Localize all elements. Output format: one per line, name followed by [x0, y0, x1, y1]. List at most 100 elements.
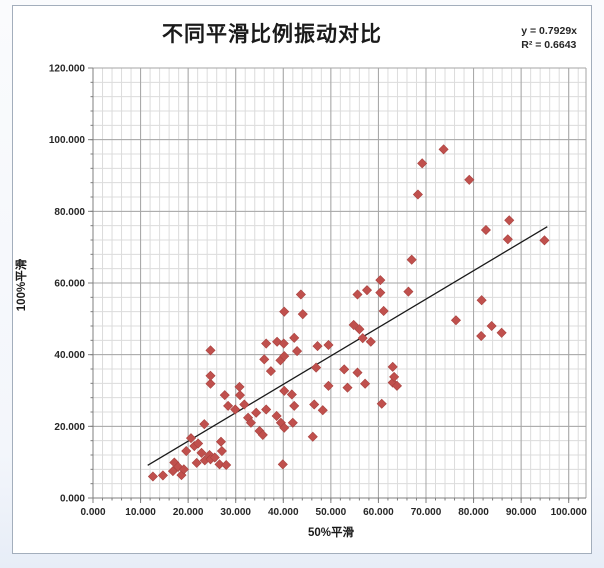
data-point [199, 419, 210, 430]
data-point [295, 289, 306, 300]
data-point [292, 346, 303, 357]
x-tick-label: 20.000 [173, 507, 204, 518]
data-point [185, 433, 197, 444]
data-point [279, 385, 290, 396]
y-tick-label: 40.000 [54, 350, 85, 361]
data-point [223, 400, 234, 411]
data-point [147, 471, 158, 482]
data-point [216, 446, 227, 457]
trendline-equation: y = 0.7929x R² = 0.6643 [521, 24, 577, 52]
data-point [230, 404, 241, 415]
data-point [272, 336, 283, 347]
data-point [352, 367, 363, 378]
data-point [357, 333, 368, 344]
data-point [378, 305, 389, 316]
data-point [205, 378, 216, 389]
data-point [450, 315, 461, 326]
data-point [360, 378, 371, 389]
data-point [157, 470, 168, 481]
data-point [365, 336, 376, 347]
data-point [209, 452, 220, 463]
data-point [193, 438, 204, 449]
data-point [259, 354, 270, 365]
x-tick-label: 70.000 [411, 507, 442, 518]
data-point [361, 285, 373, 296]
data-point [279, 306, 290, 317]
data-point [289, 332, 300, 343]
x-tick-label: 50.000 [316, 507, 347, 518]
data-point [261, 404, 272, 415]
x-tick-label: 100.000 [551, 507, 588, 518]
data-point [215, 436, 226, 447]
data-point [406, 254, 417, 265]
x-tick-label: 30.000 [220, 507, 251, 518]
x-tick-label: 10.000 [125, 507, 156, 518]
data-point [504, 215, 515, 226]
data-point [205, 345, 216, 356]
data-point [476, 331, 487, 342]
data-point [287, 417, 298, 428]
data-point [323, 339, 334, 351]
data-point [181, 446, 192, 457]
x-tick-label: 60.000 [363, 507, 394, 518]
data-point [278, 338, 289, 349]
data-point [245, 417, 256, 428]
data-point [286, 389, 297, 400]
data-point [234, 390, 246, 401]
y-axis-title: 100%平滑 [16, 258, 28, 312]
data-point [464, 174, 475, 185]
data-point [323, 380, 334, 391]
data-point [391, 380, 402, 391]
y-tick-label: 60.000 [54, 279, 85, 290]
data-point [496, 327, 507, 338]
data-point [387, 361, 398, 372]
data-point [307, 431, 318, 442]
data-point [277, 459, 288, 470]
y-tick-label: 80.000 [54, 207, 85, 218]
data-point [389, 371, 400, 382]
data-point [375, 287, 386, 298]
data-point [239, 399, 250, 410]
trendline-equation-line1: y = 0.7929x [521, 25, 577, 37]
data-point [486, 320, 497, 332]
data-point [375, 275, 386, 286]
x-tick-label: 90.000 [506, 507, 537, 518]
data-point [376, 398, 387, 409]
y-tick-label: 100.000 [49, 135, 86, 146]
data-point [317, 405, 328, 416]
data-point [339, 364, 350, 375]
data-point [191, 457, 202, 468]
x-axis-title: 50%平滑 [307, 527, 355, 539]
data-point [502, 234, 513, 245]
y-tick-label: 20.000 [54, 422, 85, 433]
chart-title: 不同平滑比例振动对比 [162, 23, 382, 46]
data-point [312, 341, 323, 352]
data-point [271, 410, 282, 421]
data-point [205, 370, 216, 381]
y-tick-label: 120.000 [49, 64, 86, 75]
trendline [147, 226, 548, 466]
data-point [279, 351, 290, 362]
data-point [279, 422, 290, 433]
data-point [261, 338, 272, 349]
data-point [352, 289, 363, 300]
data-point [539, 235, 550, 246]
data-point [257, 429, 268, 440]
data-point [196, 447, 207, 458]
data-point [219, 390, 230, 401]
data-point [309, 399, 320, 410]
data-point [354, 324, 365, 335]
data-point [178, 464, 189, 475]
data-point [438, 144, 449, 155]
data-point [342, 382, 353, 393]
data-point [403, 286, 414, 297]
data-point [221, 460, 232, 471]
data-point [214, 459, 225, 470]
data-point [311, 362, 322, 373]
plot-area: 0.000 10.000 20.000 30.000 40.000 50.000 60.00… [49, 64, 588, 519]
data-point [417, 158, 428, 169]
data-point [348, 319, 359, 330]
data-point [476, 295, 487, 306]
data-point [297, 309, 308, 320]
